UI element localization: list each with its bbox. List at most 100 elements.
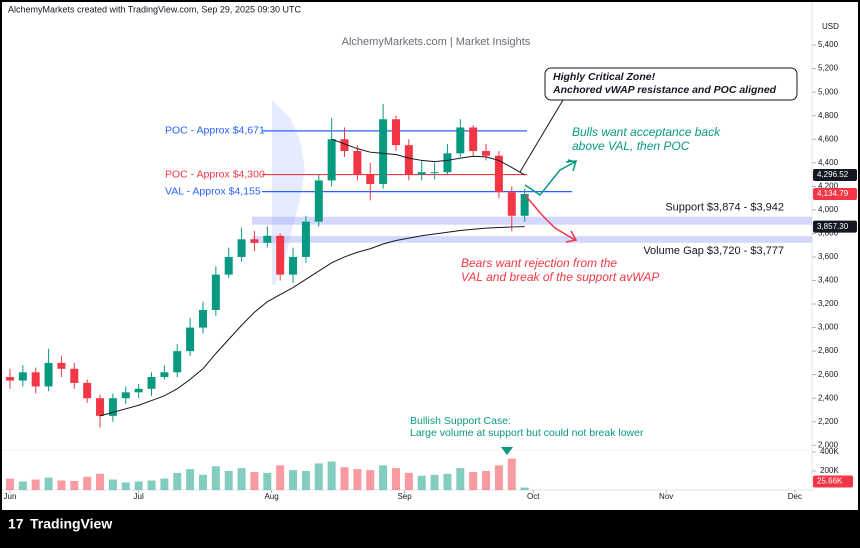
price-label-box — [813, 220, 857, 233]
volume-bar — [198, 474, 207, 490]
candle-body — [44, 362, 53, 387]
y-tick-label: 2,800 — [818, 346, 839, 355]
candle-body — [237, 239, 246, 257]
volume-bar — [31, 479, 40, 490]
candle-body — [289, 256, 298, 275]
annotation: Large volume at support but could not br… — [410, 427, 644, 439]
attribution: AlchemyMarkets created with TradingView.… — [8, 4, 301, 14]
candle-body — [494, 155, 503, 193]
y-tick-label: 5,200 — [818, 64, 839, 73]
volume-bar — [5, 478, 14, 490]
price-label: 4,134.79 — [817, 189, 849, 198]
y-tick-label: 3,600 — [818, 252, 839, 261]
volume-bar — [276, 465, 285, 490]
volume-bar — [443, 473, 452, 490]
level-label: POC - Approx $4,671 — [165, 125, 265, 137]
candle-body — [31, 372, 40, 387]
volume-bar — [366, 470, 375, 490]
candle-body — [507, 192, 516, 216]
y-tick-label: 5,400 — [818, 40, 839, 49]
y-tick-label: 4,000 — [818, 205, 839, 214]
x-tick-label: Oct — [527, 492, 540, 501]
y-tick-label: 3,000 — [818, 323, 839, 332]
bear-arrow — [524, 194, 576, 241]
candle-body — [263, 235, 272, 243]
annotation: Highly Critical Zone! — [553, 71, 656, 83]
candle-body — [57, 362, 66, 369]
candle-body — [198, 309, 207, 328]
volume-tick-label: 200K — [820, 466, 839, 475]
zone-label: Support $3,874 - $3,942 — [665, 202, 784, 214]
footer — [2, 510, 858, 541]
volume-bar — [44, 477, 53, 490]
y-tick-label: 2,600 — [818, 370, 839, 379]
volume-bar — [456, 468, 465, 490]
candle-body — [108, 398, 117, 416]
y-tick-label: 2,000 — [818, 440, 839, 449]
price-label: 4,296.52 — [817, 170, 849, 179]
annotation: above VAL, then POC — [572, 139, 690, 153]
candle-body — [353, 151, 362, 175]
y-tick-label: 3,400 — [818, 276, 839, 285]
x-tick-label: Jul — [134, 492, 144, 501]
candle-body — [469, 127, 478, 152]
candle-body — [211, 274, 220, 310]
y-tick-label: 4,200 — [818, 181, 839, 190]
y-tick-label: 3,200 — [818, 299, 839, 308]
vwap-line — [331, 138, 525, 176]
volume-bar — [134, 481, 143, 490]
candle-body — [173, 351, 182, 373]
candle-body — [456, 127, 465, 154]
zone-label: Volume Gap $3,720 - $3,777 — [643, 245, 784, 257]
chart-title: AlchemyMarkets.com | Market Insights — [342, 36, 531, 48]
volume-last-box — [813, 475, 853, 488]
candle-body — [430, 172, 439, 174]
volume-bar — [224, 470, 233, 490]
annotation: Bears want rejection from the — [461, 256, 617, 270]
volume-bar — [379, 465, 388, 490]
candle-body — [18, 372, 27, 381]
candle-body — [121, 392, 130, 399]
candle-body — [379, 119, 388, 184]
y-tick-label: 4,800 — [818, 111, 839, 120]
footer-icon: 17 — [8, 516, 24, 532]
candle-body — [301, 221, 310, 257]
candle-body — [391, 119, 400, 146]
candle-body — [70, 368, 79, 383]
annotation: Bullish Support Case: — [410, 415, 511, 427]
volume-bar — [507, 458, 516, 490]
footer-logo: TradingView — [30, 516, 112, 532]
volume-bar — [404, 472, 413, 490]
candle-body — [482, 151, 491, 156]
plot: 2,000 2,200 2,400 2,600 2,800 3,000 3,200 3,400… — [4, 40, 857, 501]
y-tick-label: 2,400 — [818, 393, 839, 402]
volume-bar — [327, 461, 336, 490]
volume-bar — [520, 487, 529, 490]
x-tick-label: Jun — [4, 492, 17, 501]
volume-bar — [211, 466, 220, 490]
volume-last-label: 25.66K — [817, 477, 843, 486]
candle-body — [417, 172, 426, 175]
candle-body — [160, 372, 169, 378]
x-tick-label: Dec — [788, 492, 802, 501]
zone — [252, 216, 812, 225]
volume-bar — [340, 467, 349, 490]
x-tick-label: Nov — [659, 492, 673, 501]
candle-body — [96, 398, 105, 416]
volume-bar — [160, 478, 169, 490]
candle-body — [186, 327, 195, 352]
y-tick-label: 5,000 — [818, 87, 839, 96]
x-tick-label: Sep — [397, 492, 412, 501]
price-label: 3,857.30 — [817, 222, 849, 231]
y-tick-label: 4,400 — [818, 158, 839, 167]
volume-bar — [18, 481, 27, 490]
candle-body — [366, 174, 375, 184]
price-label-box — [813, 168, 857, 181]
annotation-box — [544, 67, 798, 101]
candle-body — [520, 194, 529, 216]
volume-tick-label: 400K — [820, 447, 839, 456]
volume-bar — [57, 480, 66, 490]
candle-body — [276, 235, 285, 275]
candle-body — [443, 153, 452, 173]
price-label-box — [813, 188, 857, 201]
